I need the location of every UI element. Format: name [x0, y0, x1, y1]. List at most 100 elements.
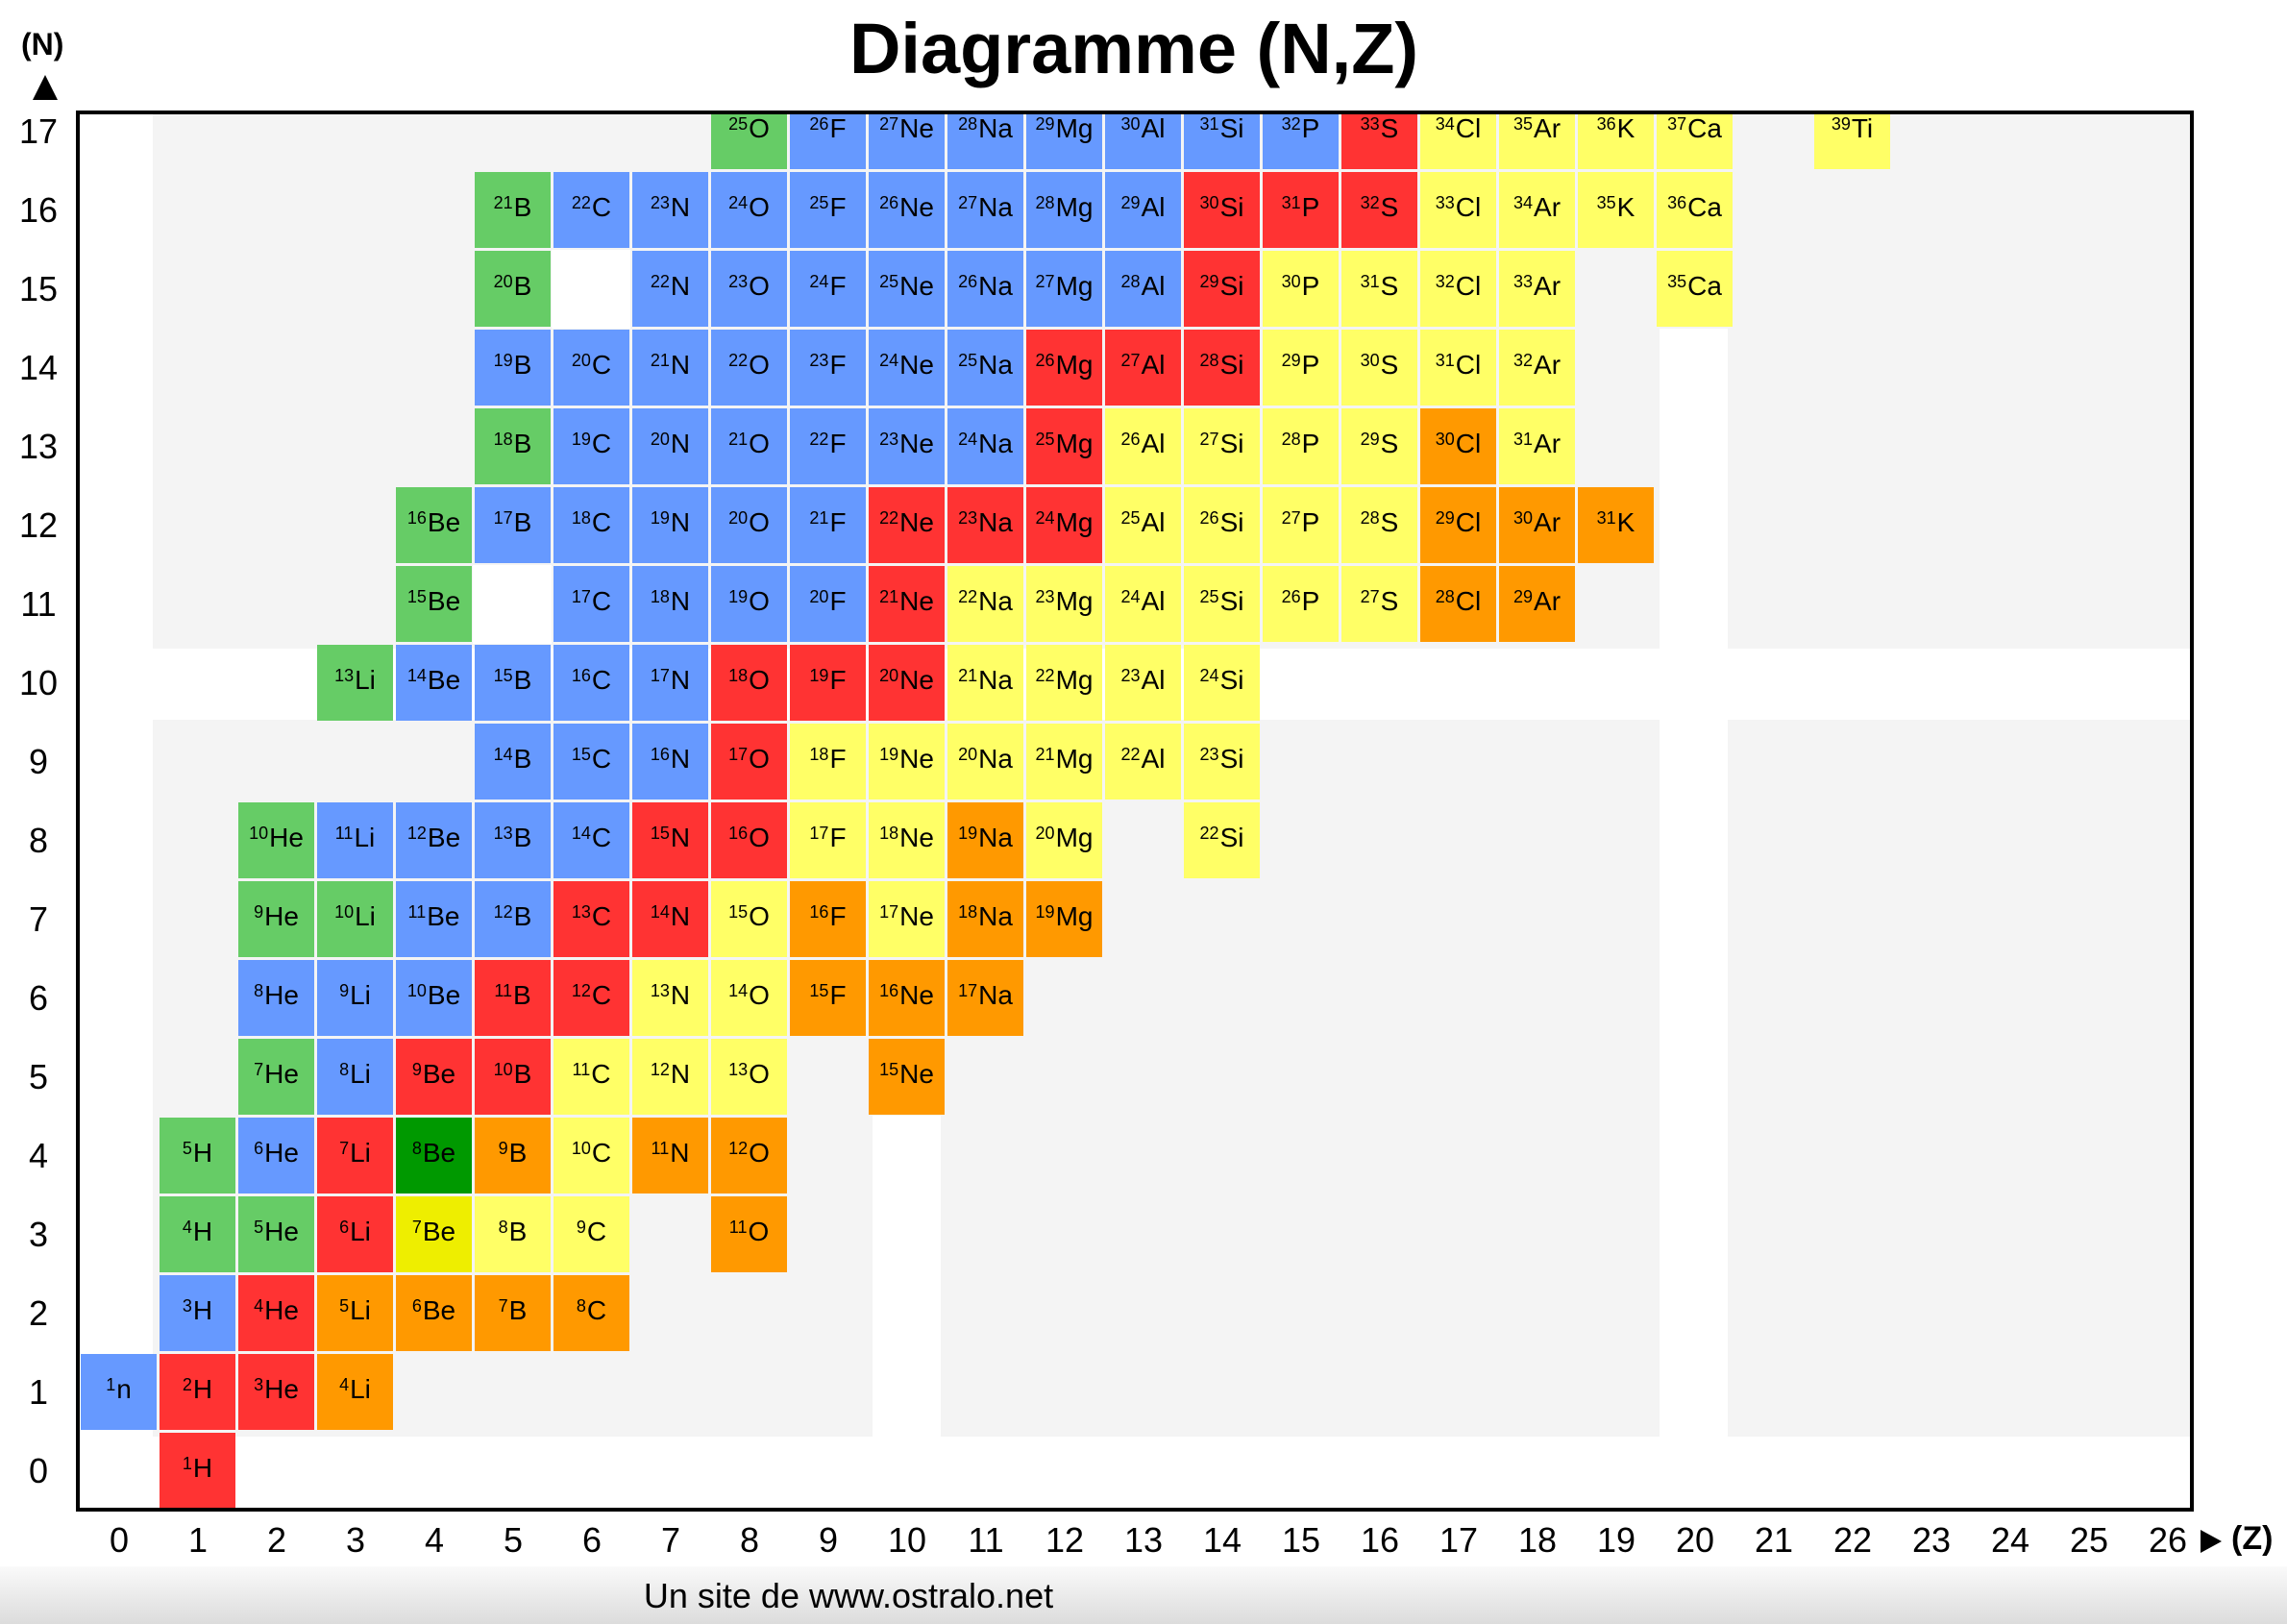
nuclide-cell: 30 Al: [1105, 114, 1181, 169]
element-symbol: Mg: [1055, 506, 1094, 537]
element-symbol: Ne: [899, 585, 934, 616]
mass-number: 22: [879, 508, 899, 528]
element-symbol: B: [513, 506, 532, 537]
element-symbol: Ne: [899, 822, 934, 852]
element-symbol: S: [1380, 428, 1399, 458]
element-symbol: B: [513, 979, 531, 1010]
nuclide-cell: 19 Na: [947, 802, 1023, 878]
element-symbol: P: [1301, 191, 1320, 222]
nuclide-cell: 4 Li: [317, 1354, 393, 1430]
nuclide-cell: 9 He: [238, 881, 314, 957]
nuclide-cell: 18 C: [553, 487, 629, 563]
element-symbol: C: [591, 979, 612, 1010]
mass-number: 7: [254, 1060, 264, 1079]
nuclide-cell: 11 Li: [317, 802, 393, 878]
background-gap: [552, 250, 630, 329]
nuclide-cell: 10 Be: [396, 960, 472, 1036]
element-symbol: S: [1380, 349, 1399, 380]
mass-number: 20: [1035, 824, 1055, 843]
element-symbol: Li: [350, 1216, 371, 1246]
element-symbol: H: [192, 1137, 213, 1168]
nuclide-cell: 32 P: [1263, 114, 1339, 169]
mass-number: 10: [571, 1139, 591, 1158]
element-symbol: Al: [1141, 585, 1166, 616]
mass-number: 6: [339, 1218, 350, 1237]
mass-number: 31: [1199, 114, 1219, 134]
nuclide-cell: 23 Si: [1184, 724, 1260, 800]
nuclide-cell: 24 Mg: [1026, 487, 1102, 563]
element-symbol: F: [829, 270, 847, 301]
mass-number: 24: [1120, 587, 1141, 606]
element-symbol: Cl: [1455, 506, 1482, 537]
mass-number: 26: [809, 114, 829, 134]
element-symbol: Mg: [1055, 191, 1094, 222]
nuclide-cell: 17 O: [711, 724, 787, 800]
mass-number: 7: [339, 1139, 350, 1158]
mass-number: 24: [1199, 666, 1219, 685]
y-tick-label: 2: [28, 1293, 49, 1333]
mass-number: 14: [493, 745, 513, 764]
element-symbol: Ne: [899, 191, 934, 222]
nuclide-cell: 10 He: [238, 802, 314, 878]
element-symbol: O: [749, 979, 770, 1010]
element-symbol: Si: [1219, 349, 1244, 380]
nuclide-cell: 3 He: [238, 1354, 314, 1430]
mass-number: 24: [958, 430, 978, 449]
element-symbol: N: [670, 270, 691, 301]
nuclide-cell: 31 Cl: [1420, 330, 1496, 406]
x-tick-label: 11: [968, 1520, 1004, 1560]
y-tick-label: 14: [18, 348, 59, 387]
mass-number: 22: [571, 193, 591, 212]
mass-number: 15: [571, 745, 591, 764]
element-symbol: K: [1616, 506, 1635, 537]
element-symbol: Ne: [899, 506, 934, 537]
nuclide-cell: 31 Ar: [1499, 408, 1575, 484]
nuclide-cell: 7 He: [238, 1039, 314, 1115]
element-symbol: Al: [1141, 428, 1166, 458]
element-symbol: H: [192, 1216, 213, 1246]
x-tick-label: 22: [1832, 1520, 1873, 1560]
mass-number: 17: [493, 508, 513, 528]
mass-number: 14: [406, 666, 427, 685]
mass-number: 32: [1281, 114, 1301, 134]
element-symbol: P: [1301, 585, 1320, 616]
nuclide-cell: 10 Li: [317, 881, 393, 957]
mass-number: 30: [1512, 508, 1534, 528]
mass-number: 23: [728, 272, 749, 291]
nuclide-cell: 18 Na: [947, 881, 1023, 957]
mass-number: 30: [1281, 272, 1301, 291]
element-symbol: B: [513, 664, 532, 695]
element-symbol: Si: [1219, 112, 1244, 143]
element-symbol: C: [591, 822, 612, 852]
x-axis-arrow-icon: [2201, 1530, 2222, 1553]
mass-number: 17: [958, 981, 978, 1000]
nuclide-cell: 6 Li: [317, 1196, 393, 1272]
mass-number: 25: [1120, 508, 1141, 528]
mass-number: 17: [728, 745, 749, 764]
element-symbol: Na: [978, 191, 1013, 222]
element-symbol: He: [264, 1294, 299, 1325]
element-symbol: Ca: [1687, 270, 1722, 301]
mass-number: 39: [1831, 114, 1851, 134]
element-symbol: H: [192, 1452, 213, 1483]
y-tick-label: 9: [28, 742, 49, 781]
mass-number: 6: [254, 1139, 264, 1158]
footer-credit: Un site de www.ostralo.net: [643, 1576, 1054, 1615]
mass-number: 29: [1281, 351, 1301, 370]
element-symbol: Ne: [899, 428, 934, 458]
mass-number: 5: [254, 1218, 264, 1237]
mass-number: 11: [407, 902, 427, 922]
element-symbol: He: [264, 1373, 299, 1404]
mass-number: 23: [1120, 666, 1141, 685]
element-symbol: B: [513, 349, 532, 380]
element-symbol: F: [829, 979, 847, 1010]
element-symbol: B: [513, 900, 532, 931]
element-symbol: Ar: [1534, 585, 1562, 616]
mass-number: 11: [334, 824, 354, 843]
element-symbol: He: [264, 1216, 299, 1246]
mass-number: 16: [728, 824, 749, 843]
nuclide-cell: 16 Be: [396, 487, 472, 563]
element-symbol: Al: [1141, 191, 1166, 222]
